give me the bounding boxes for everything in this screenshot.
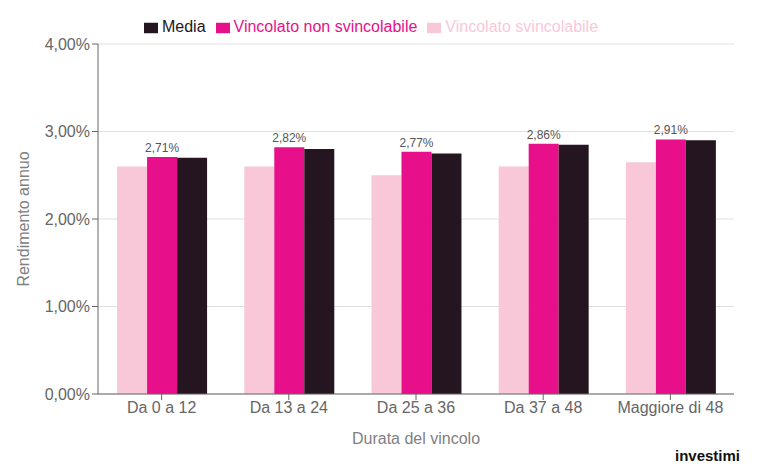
html-text:Vincolato svincolabile: Vincolato svincolabile [445,18,598,35]
html-text:Vincolato non svincolabile: Vincolato non svincolabile [233,18,418,35]
svg-text:3,00%: 3,00% [45,123,90,140]
html-text:investimi: investimi [675,447,740,464]
svg-text:Da 37 a 48: Da 37 a 48 [504,399,582,416]
svg-text:1,00%: 1,00% [45,298,90,315]
svg-text:0,00%: 0,00% [45,386,90,403]
svg-text:Durata del vincolo: Durata del vincolo [352,430,480,447]
svg-text:Rendimento annuo: Rendimento annuo [15,151,32,286]
svg-text:2,00%: 2,00% [45,211,90,228]
svg-text:2,71%: 2,71% [145,141,179,155]
svg-text:Maggiore di 48: Maggiore di 48 [617,399,723,416]
svg-text:2,82%: 2,82% [272,131,306,145]
html-text:Media: Media [162,18,206,35]
svg-text:2,77%: 2,77% [399,136,433,150]
svg-text:2,91%: 2,91% [654,123,688,137]
svg-text:2,86%: 2,86% [527,128,561,142]
svg-text:4,00%: 4,00% [45,36,90,53]
svg-text:Da 25 a 36: Da 25 a 36 [377,399,455,416]
svg-text:Da 13 a 24: Da 13 a 24 [250,399,328,416]
svg-text:Da 0 a 12: Da 0 a 12 [127,399,196,416]
